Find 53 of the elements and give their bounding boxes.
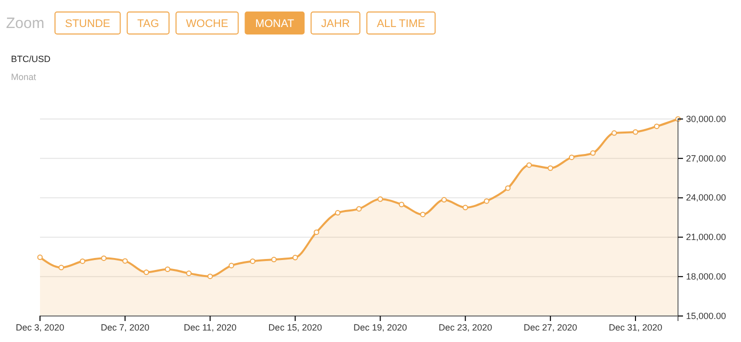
point: [505, 185, 511, 191]
y-tick-label: 15,000.00: [686, 310, 726, 321]
x-tick-label: Dec 27, 2020: [524, 322, 578, 332]
point: [568, 154, 574, 160]
point: [186, 270, 192, 276]
point: [462, 204, 468, 210]
point: [484, 198, 490, 204]
y-tick-label: 30,000.00: [686, 114, 726, 124]
point: [101, 255, 107, 261]
zoom-button: JAHR: [310, 12, 360, 34]
zoom-button: STUNDE: [54, 12, 121, 34]
zoom-button: ALL TIME: [366, 12, 436, 34]
point: [271, 256, 277, 262]
x-tick-label: Dec 19, 2020: [353, 322, 408, 332]
x-tick-label: Dec 3, 2020: [16, 322, 64, 332]
point: [314, 229, 320, 235]
zoom-button: TAG: [126, 12, 170, 34]
point: [632, 129, 638, 135]
x-tick-label: Dec 23, 2020: [438, 322, 492, 332]
point: [654, 124, 660, 130]
point: [58, 264, 64, 270]
point: [334, 210, 340, 216]
point: [144, 270, 150, 276]
point: [441, 197, 447, 203]
point: [548, 165, 554, 171]
chart-subtitle: Monat: [11, 72, 37, 82]
point: [611, 130, 617, 136]
x-tick-label: Dec 31, 2020: [608, 322, 662, 332]
point: [378, 196, 384, 202]
x-tick-label: Dec 7, 2020: [100, 322, 150, 332]
point: [164, 266, 170, 272]
point: [398, 202, 404, 208]
point: [526, 162, 532, 168]
point: [250, 258, 256, 264]
point: [356, 206, 362, 212]
point: [37, 254, 43, 260]
point: [292, 254, 298, 260]
point: [420, 212, 426, 218]
point: [207, 274, 213, 280]
point: [590, 150, 596, 156]
point: [122, 258, 128, 264]
y-tick-label: 21,000.00: [686, 232, 726, 242]
text: Zoom: [6, 15, 44, 32]
point: [228, 262, 234, 268]
zoom-button: WOCHE: [176, 12, 239, 34]
zoom-button: MONAT: [244, 12, 305, 34]
y-tick-label: 24,000.00: [686, 192, 726, 203]
x-tick-label: Dec 11, 2020: [184, 322, 237, 332]
chart-title: BTC/USD: [11, 54, 52, 64]
x-tick-label: Dec 15, 2020: [268, 322, 322, 332]
y-tick-label: 27,000.00: [686, 153, 726, 164]
point: [80, 258, 86, 264]
y-tick-label: 18,000.00: [686, 271, 726, 282]
